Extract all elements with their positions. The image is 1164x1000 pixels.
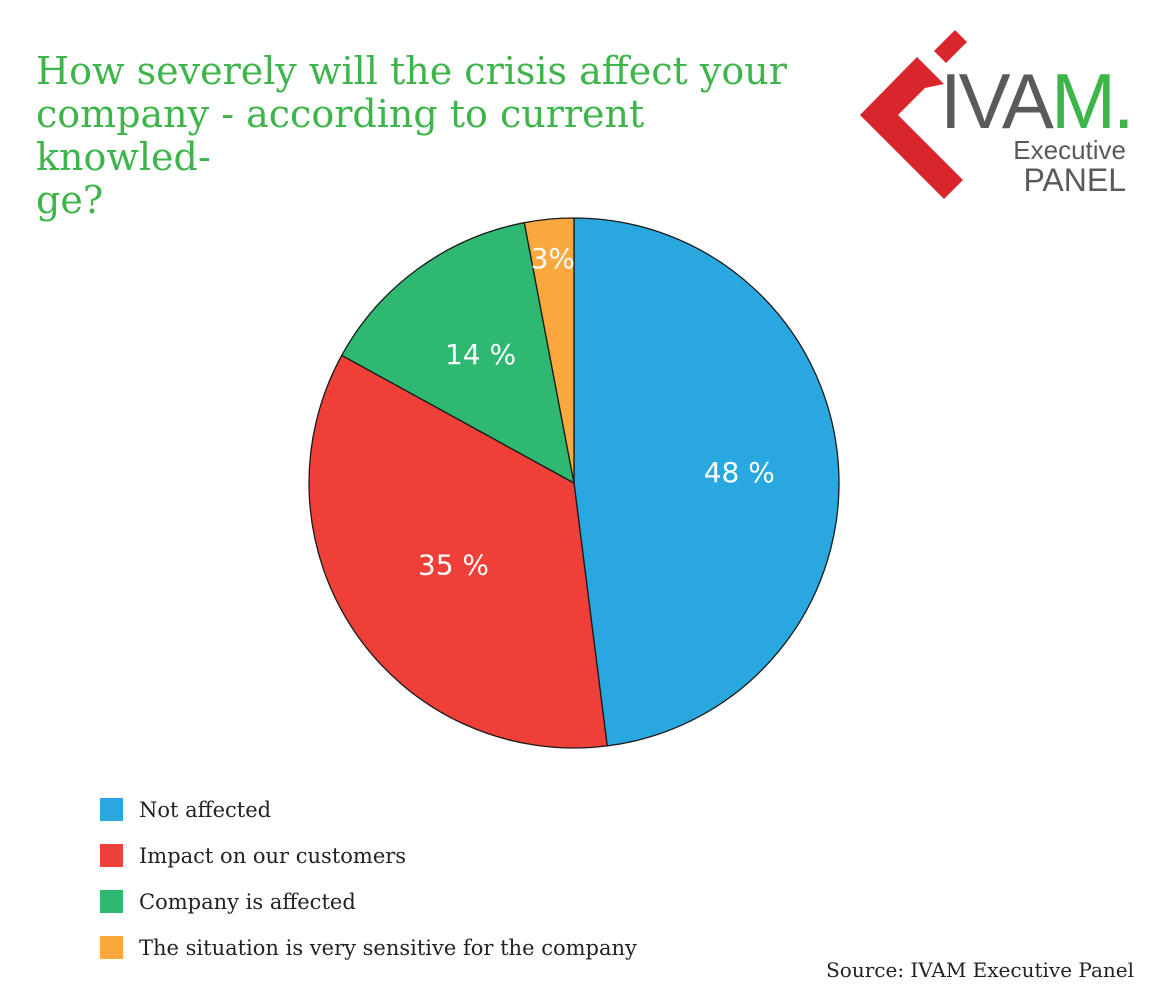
- legend-label: Not affected: [139, 797, 272, 822]
- title-line-3: ge?: [36, 178, 104, 222]
- ivam-logo: IVAM. Executive PANEL: [860, 30, 1135, 199]
- pie-slice-labels: 48 % 35 % 14 % 3%: [418, 242, 775, 581]
- legend-item-4: The situation is very sensitive for the …: [100, 935, 637, 960]
- legend-label: Company is affected: [139, 889, 356, 914]
- slice-value-label-1: 48 %: [704, 456, 775, 489]
- slice-value-label-3: 14 %: [445, 338, 516, 371]
- legend-label: Impact on our customers: [139, 843, 407, 868]
- legend-item-1: Not affected: [100, 797, 637, 822]
- title-line-2: company - according to current knowled-: [36, 92, 645, 179]
- legend-swatch: [100, 936, 123, 959]
- logo-brand-m: M.: [1051, 57, 1132, 145]
- pie-chart: 48 % 35 % 14 % 3%: [308, 217, 840, 749]
- legend-item-2: Impact on our customers: [100, 843, 637, 868]
- title-line-1: How severely will the crisis affect your: [36, 49, 787, 93]
- chart-legend: Not affected Impact on our customers Compa…: [100, 798, 637, 982]
- logo-panel-text: PANEL: [1023, 162, 1126, 198]
- source-note: Source: IVAM Executive Panel: [826, 958, 1134, 982]
- slice-value-label-2: 35 %: [418, 548, 489, 581]
- pie-slice-3: [341, 222, 575, 484]
- pie-slices: [308, 217, 840, 749]
- logo-executive-text: Executive: [1013, 135, 1126, 165]
- pie-slice-1: [573, 217, 840, 747]
- logo-chevron-mark: [860, 30, 967, 199]
- slice-value-label-4: 3%: [531, 242, 575, 275]
- legend-item-3: Company is affected: [100, 889, 637, 914]
- legend-label: The situation is very sensitive for the …: [139, 935, 637, 960]
- logo-brand-text: IVAM.: [940, 57, 1132, 145]
- legend-swatch: [100, 890, 123, 913]
- pie-slice-4: [523, 217, 575, 484]
- pie-slice-2: [308, 354, 608, 749]
- legend-swatch: [100, 798, 123, 821]
- chart-title: How severely will the crisis affect your…: [36, 50, 806, 222]
- legend-swatch: [100, 844, 123, 867]
- logo-brand-iva: IVA: [940, 57, 1054, 145]
